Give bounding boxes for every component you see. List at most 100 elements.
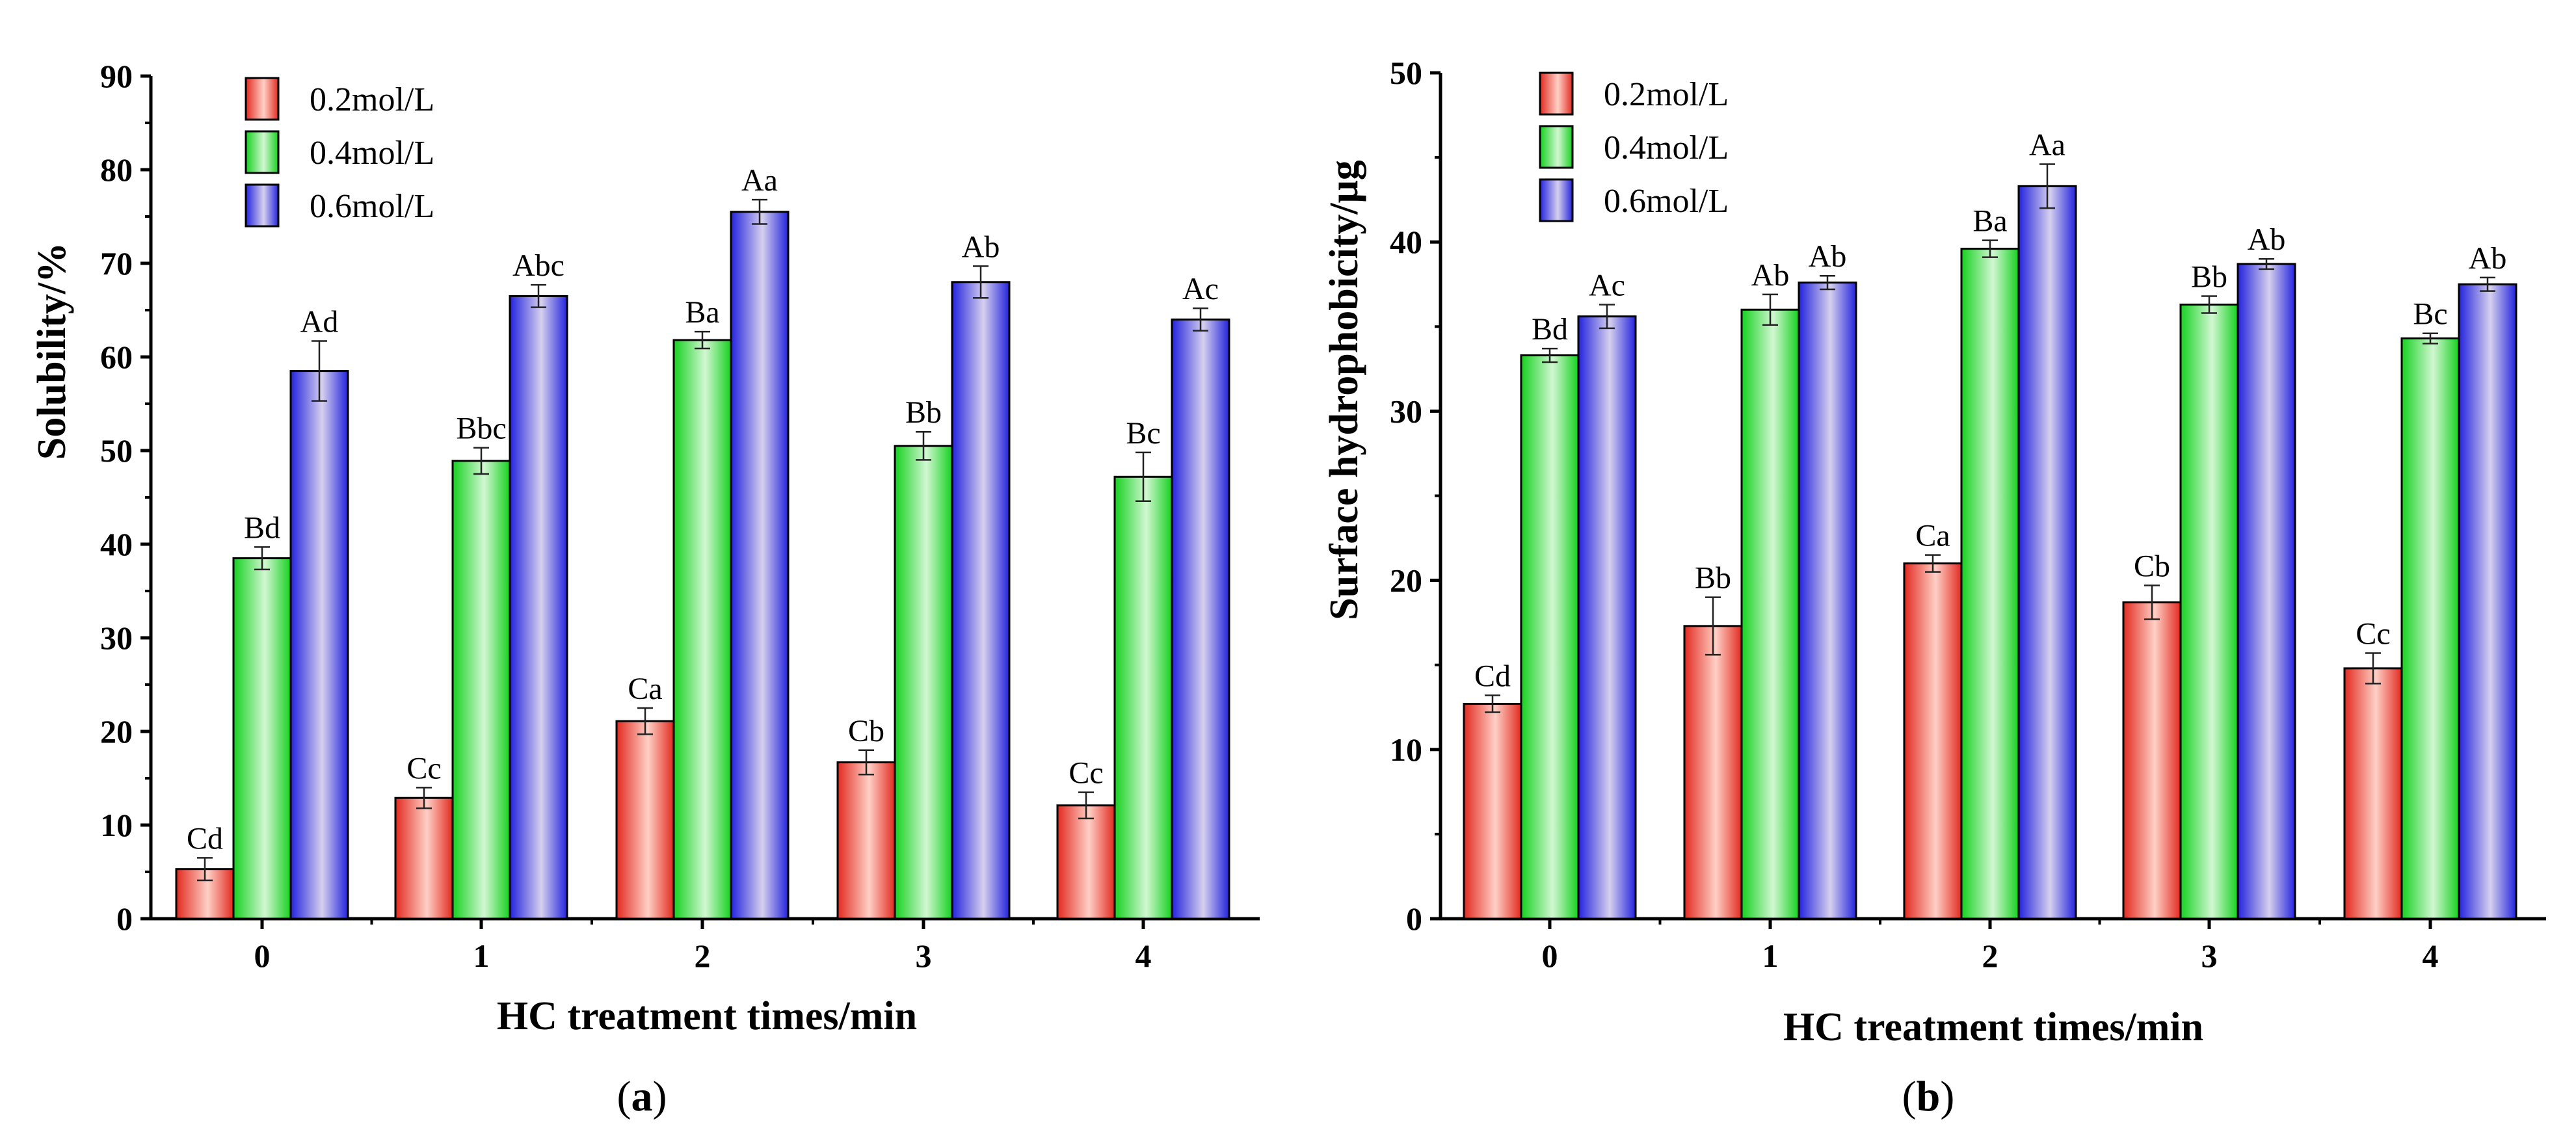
significance-label: Ab	[1751, 258, 1790, 293]
bar-a-0.6mol/L-1	[509, 295, 568, 920]
y-tick-label: 20	[1390, 562, 1422, 599]
legend-swatch-0.6mol/L	[1539, 178, 1574, 222]
panel-a-xlabel: HC treatment times/min	[497, 994, 917, 1038]
bar-a-0.4mol/L-3	[894, 445, 953, 920]
legend-swatch-0.6mol/L	[245, 183, 280, 228]
significance-label: Cd	[187, 821, 223, 856]
bar-a-0.4mol/L-2	[672, 339, 732, 920]
legend-label: 0.2mol/L	[310, 81, 434, 118]
y-tick-label: 50	[1390, 55, 1422, 91]
bar-a-0.2mol/L-4	[1056, 804, 1116, 920]
y-tick-label: 50	[100, 432, 133, 469]
significance-label: Cc	[406, 751, 441, 785]
y-tick-label: 30	[100, 620, 133, 656]
panel-b-xlabel: HC treatment times/min	[1783, 1005, 2203, 1049]
panel-a-letter: a	[631, 1073, 653, 1120]
significance-label: Ca	[1915, 519, 1950, 553]
significance-label: Ac	[1589, 268, 1625, 302]
x-tick-label: 0	[254, 938, 271, 974]
chart-panel-b: 0 10 20 30 40 50 0 1 2 3 4 Cd Bb Ca Cb Cc Bd Ab Ba Bb Bc Ac Ab…	[1390, 55, 2546, 974]
y-tick-label: 10	[1390, 731, 1422, 768]
legend-label: 0.6mol/L	[1604, 183, 1729, 220]
bar-b-0.6mol/L-1	[1798, 282, 1857, 920]
bar-b-0.2mol/L-4	[2343, 667, 2403, 920]
bar-b-0.2mol/L-0	[1463, 703, 1522, 920]
x-tick-label: 3	[2201, 938, 2218, 974]
significance-label: Ba	[685, 295, 719, 330]
bar-b-0.6mol/L-4	[2458, 283, 2517, 920]
significance-label: Cb	[2134, 549, 2170, 583]
legend-swatch-0.2mol/L	[245, 77, 280, 121]
y-tick-label: 90	[100, 58, 133, 94]
significance-label: Ac	[1182, 272, 1219, 306]
bar-b-0.6mol/L-2	[2017, 185, 2077, 920]
x-tick-label: 1	[473, 938, 490, 974]
legend-swatch-0.4mol/L	[245, 130, 280, 174]
y-tick-label: 10	[100, 807, 133, 843]
significance-label: Ca	[628, 672, 662, 706]
bar-b-0.6mol/L-3	[2237, 263, 2296, 920]
significance-label: Bd	[1532, 312, 1568, 347]
significance-label: Abc	[512, 248, 564, 283]
bar-b-0.4mol/L-2	[1960, 248, 2020, 920]
bar-a-0.6mol/L-3	[951, 281, 1011, 920]
significance-label: Ab	[2469, 241, 2507, 276]
legend-label: 0.4mol/L	[1604, 129, 1729, 166]
significance-label: Bb	[905, 395, 942, 430]
bar-a-0.2mol/L-1	[394, 796, 454, 920]
bar-b-0.4mol/L-4	[2400, 337, 2460, 920]
x-tick-label: 0	[1542, 938, 1558, 974]
significance-label: Cd	[1474, 659, 1511, 694]
y-tick-label: 0	[1406, 900, 1422, 937]
significance-label: Cc	[1069, 756, 1103, 791]
y-tick-label: 40	[100, 526, 133, 562]
significance-label: Ba	[1972, 204, 2007, 239]
bar-a-0.4mol/L-0	[232, 557, 292, 920]
bar-b-0.6mol/L-0	[1577, 315, 1637, 920]
legend-swatch-0.2mol/L	[1539, 72, 1574, 116]
significance-label: Cc	[2356, 616, 2390, 651]
bar-a-0.2mol/L-2	[615, 720, 675, 920]
y-tick-label: 70	[100, 245, 133, 282]
legend-label: 0.2mol/L	[1604, 76, 1729, 113]
significance-label: Ab	[962, 230, 1000, 264]
significance-label: Bc	[1126, 416, 1160, 451]
bar-b-0.4mol/L-1	[1740, 308, 1800, 920]
significance-label: Aa	[2029, 128, 2065, 163]
y-tick-label: 0	[116, 900, 133, 937]
x-tick-label: 1	[1762, 938, 1779, 974]
significance-label: Ad	[300, 305, 339, 339]
legend-label: 0.4mol/L	[310, 135, 434, 172]
x-tick-label: 2	[695, 938, 711, 974]
bar-a-0.2mol/L-3	[836, 761, 896, 920]
significance-label: Aa	[741, 163, 778, 198]
bar-b-0.2mol/L-2	[1903, 562, 1963, 920]
bar-b-0.4mol/L-0	[1520, 354, 1580, 920]
y-tick-label: 30	[1390, 393, 1422, 429]
x-tick-label: 4	[1135, 938, 1152, 974]
panel-a-label: (a)	[617, 1073, 667, 1120]
bar-a-0.4mol/L-1	[451, 460, 511, 920]
significance-label: Bbc	[456, 412, 506, 446]
y-tick-label: 80	[100, 151, 133, 188]
panel-a-ylabel: Solubility/%	[30, 243, 74, 460]
bar-a-0.6mol/L-0	[289, 370, 349, 920]
bar-a-0.4mol/L-4	[1113, 475, 1173, 920]
bar-a-0.6mol/L-4	[1171, 318, 1230, 920]
bar-b-0.2mol/L-3	[2122, 601, 2182, 920]
bar-b-0.4mol/L-3	[2179, 303, 2239, 920]
legend-label: 0.6mol/L	[310, 188, 434, 225]
x-tick-label: 3	[916, 938, 932, 974]
bar-a-0.6mol/L-2	[730, 211, 790, 920]
significance-label: Cb	[848, 714, 884, 748]
bar-b-0.2mol/L-1	[1683, 625, 1743, 920]
x-tick-label: 4	[2423, 938, 2439, 974]
chart-panel-a: 0 10 20 30 40 50 60 70 80 90 0 1 2 3 4 Cd Cc Ca Cb Cc Bd Bbc B…	[100, 58, 1260, 974]
panel-b-label: (b)	[1902, 1073, 1955, 1120]
legend-swatch-0.4mol/L	[1539, 125, 1574, 169]
panel-b-letter: b	[1917, 1073, 1941, 1120]
panel-b-ylabel: Surface hydrophobicity/μg	[1322, 160, 1366, 620]
significance-label: Ab	[1809, 239, 1847, 274]
significance-label: Bb	[1695, 561, 1731, 596]
y-tick-label: 40	[1390, 224, 1422, 260]
